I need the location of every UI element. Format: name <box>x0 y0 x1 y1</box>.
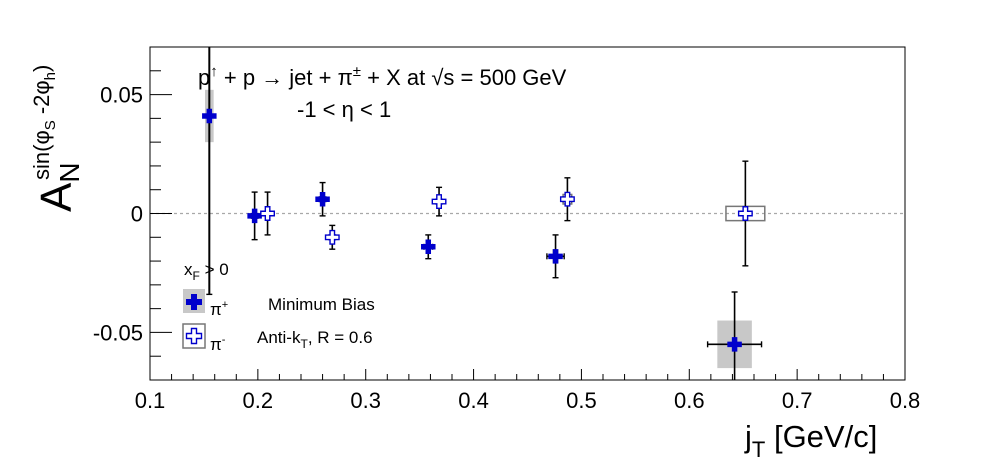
x-tick-label: 0.3 <box>350 388 381 413</box>
data-markers <box>202 108 753 352</box>
y-tick-label: 0.05 <box>100 83 143 108</box>
pi-minus-data-point <box>737 206 753 221</box>
y-axis: -0.05 0 0.05 <box>93 46 172 381</box>
x-axis-label: jT [GeV/c] <box>744 419 877 462</box>
legend-note-trigger: Minimum Bias <box>268 295 375 314</box>
x-tick-label: 0.8 <box>890 388 921 413</box>
pi-plus-data-point <box>247 208 262 224</box>
legend-pi-minus-label: π- <box>210 334 226 354</box>
y-axis-label: AN sin(φS -2φh) <box>29 65 85 212</box>
x-tick-label: 0.4 <box>458 388 489 413</box>
pi-plus-data-point <box>315 191 330 207</box>
systematic-boxes <box>205 89 766 369</box>
pi-plus-data-point <box>202 108 217 124</box>
svg-text:sin(φS -2φh): sin(φS -2φh) <box>29 65 59 180</box>
svg-text:AN: AN <box>32 162 85 212</box>
pi-minus-data-point <box>559 191 575 207</box>
x-tick-label: 0.2 <box>243 388 274 413</box>
y-tick-label: 0 <box>131 202 143 227</box>
pi-plus-data-point <box>727 337 742 352</box>
legend: xF > 0 π+ π- Minimum Bias Anti-kT, R = 0… <box>182 260 375 354</box>
pi-plus-data-point <box>548 249 563 264</box>
y-tick-label: -0.05 <box>93 320 143 345</box>
legend-note-jet: Anti-kT, R = 0.6 <box>257 328 373 351</box>
legend-pi-plus-label: π+ <box>210 299 228 319</box>
legend-pi-plus-marker <box>186 294 202 310</box>
chart-title-line2: -1 < η < 1 <box>297 97 391 122</box>
x-tick-label: 0.5 <box>566 388 597 413</box>
x-axis: 0.1 0.2 0.3 0.4 0.5 0.6 0.7 0.8 <box>135 369 921 413</box>
chart-title-line1: p↑ + p → jet + π± + X at √s = 500 GeV <box>198 63 567 90</box>
legend-pi-minus-marker <box>185 327 203 345</box>
x-tick-label: 0.6 <box>674 388 705 413</box>
pi-minus-data-point <box>260 206 276 221</box>
x-tick-label: 0.1 <box>135 388 166 413</box>
pi-minus-data-point <box>431 194 447 210</box>
pi-minus-data-point <box>324 229 340 245</box>
pi-plus-data-point <box>421 239 436 255</box>
x-tick-label: 0.7 <box>782 388 813 413</box>
legend-xf: xF > 0 <box>184 260 229 283</box>
